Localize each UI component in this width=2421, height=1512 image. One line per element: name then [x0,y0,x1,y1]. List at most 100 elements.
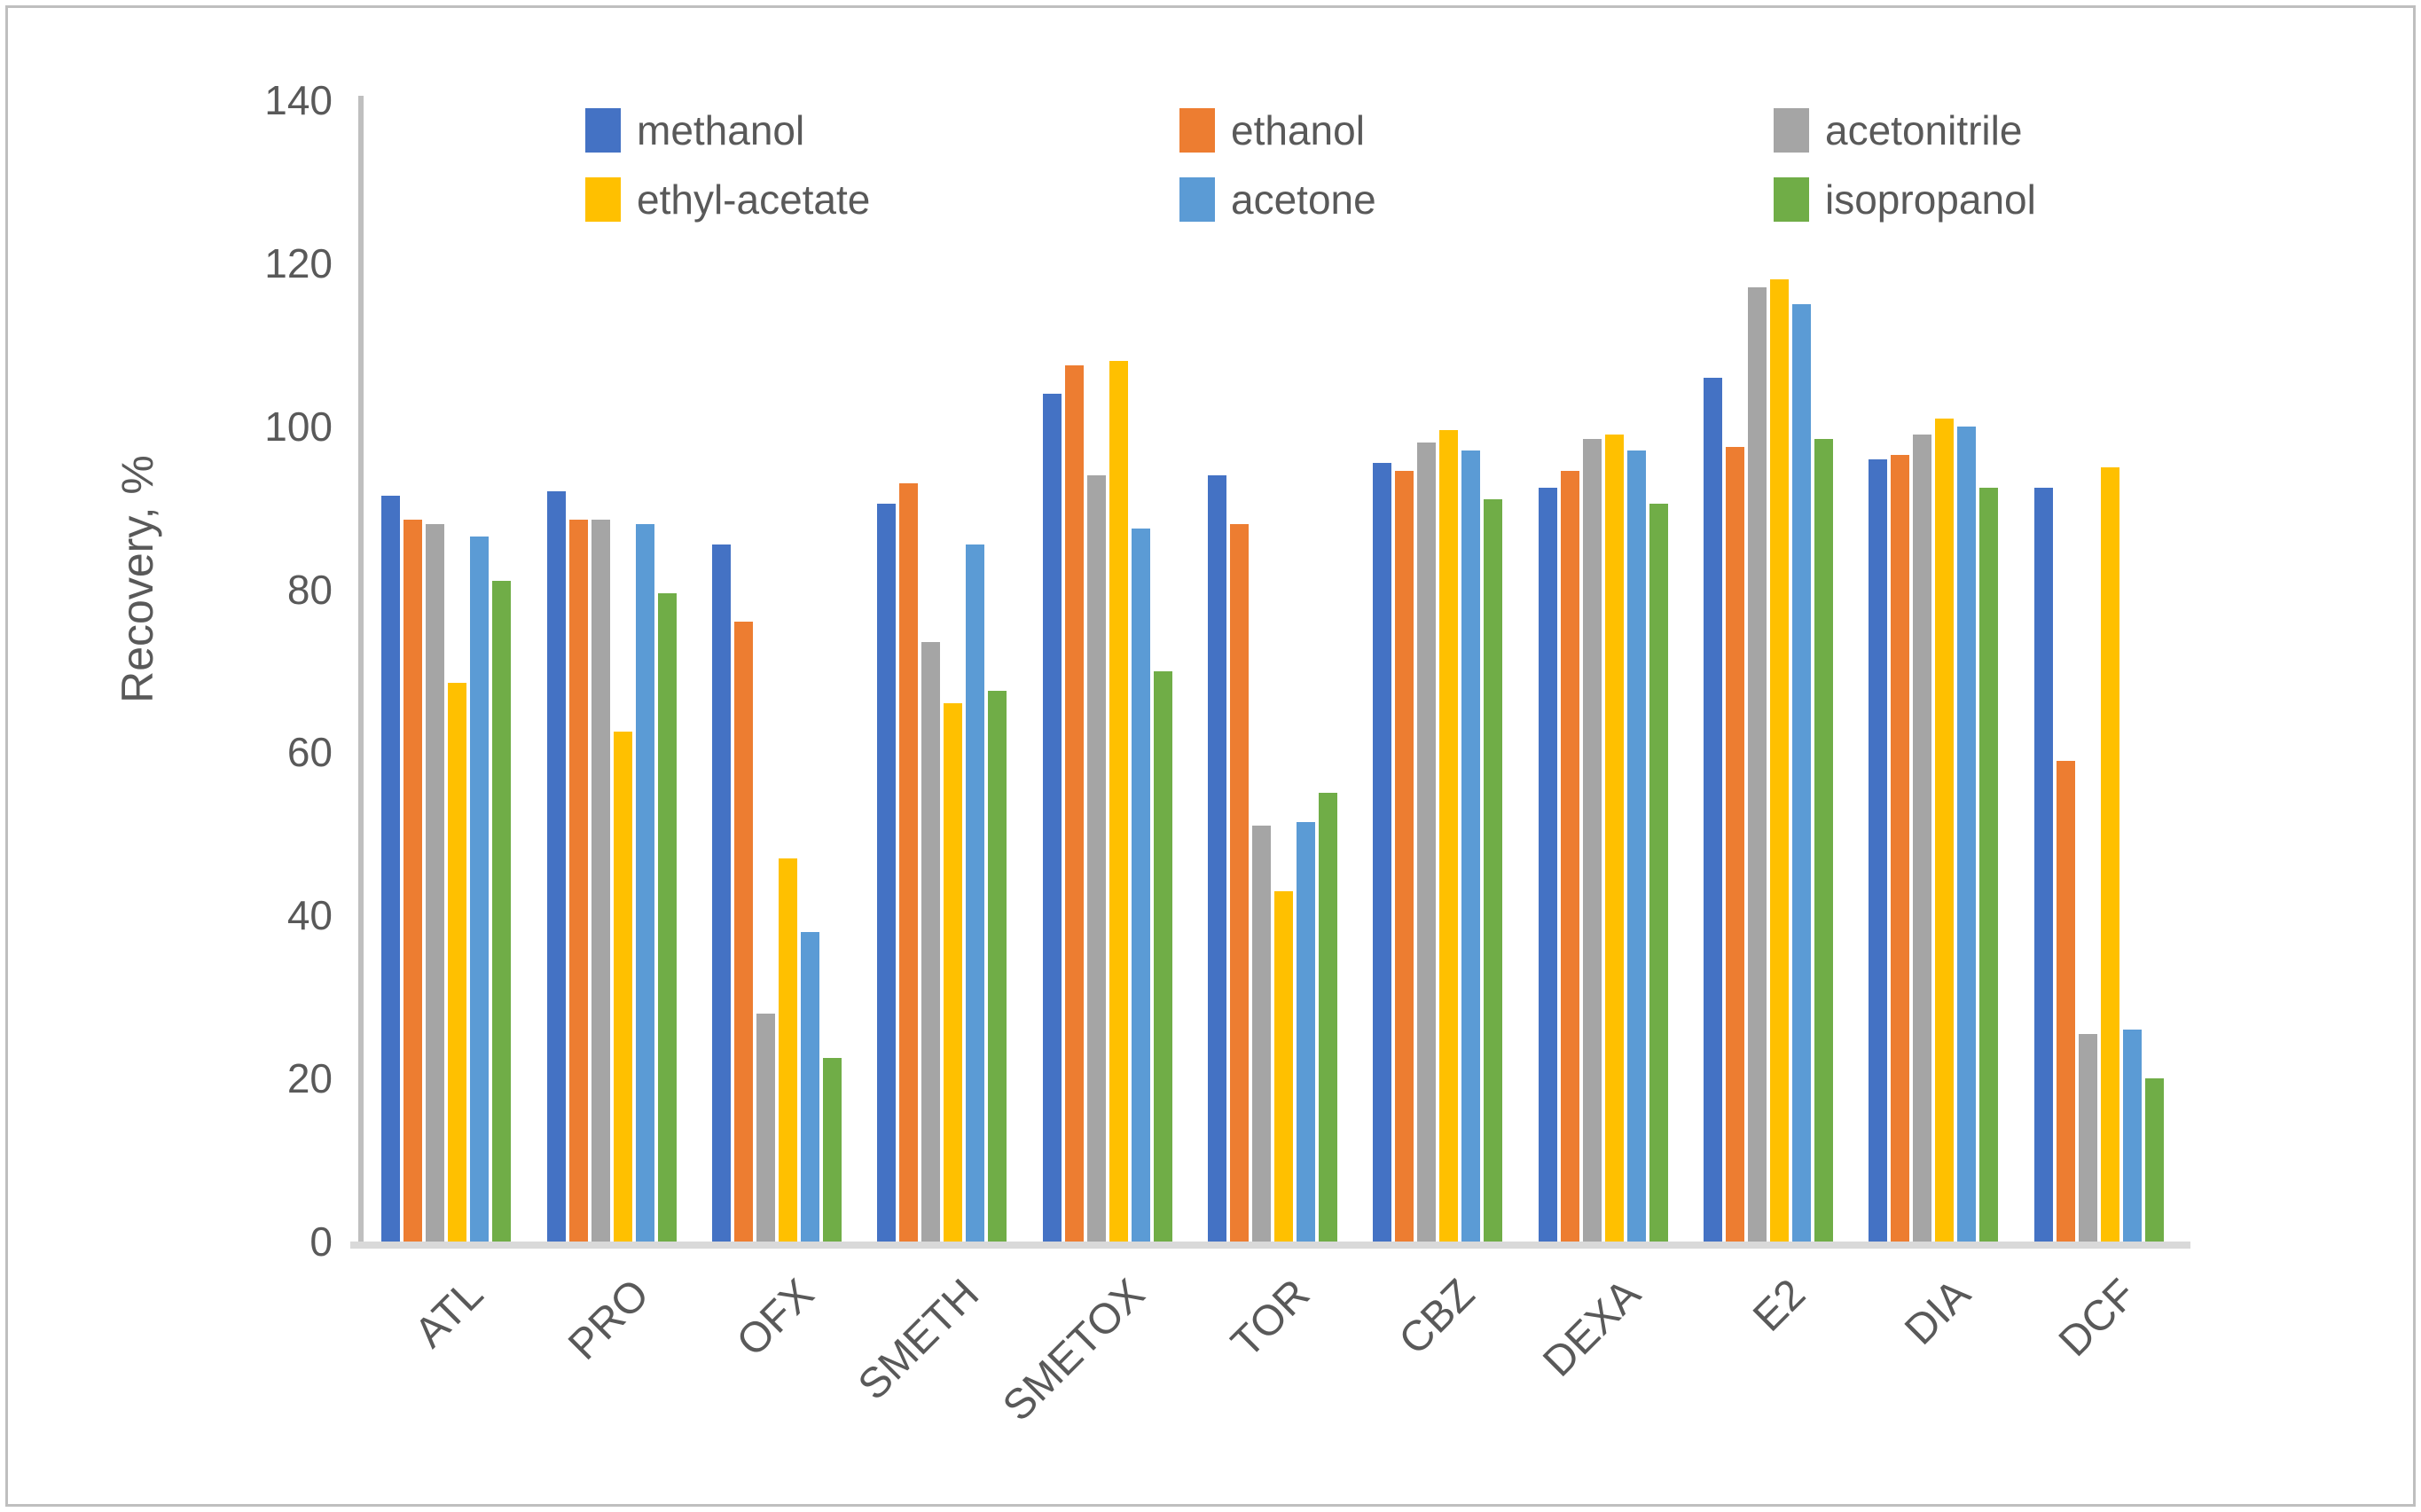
bar-ethyl-acetate-DCF [2100,466,2119,1242]
x-label-OFX: OFX [727,1270,824,1366]
legend-label-acetonitrile: acetonitrile [1825,107,2023,153]
bar-group-DEXA [1521,100,1686,1242]
bar-isopropanol-SMETH [988,691,1007,1242]
bar-ethanol-SMETOX [1064,364,1084,1242]
bar-ethanol-DCF [2056,760,2075,1242]
bar-acetone-E2 [1792,303,1812,1242]
bar-isopropanol-ATL [492,581,512,1242]
bar-group-DCF [2017,100,2182,1242]
bar-acetonitrile-ATL [426,524,445,1242]
bar-isopropanol-PRO [657,593,677,1242]
bar-group-E2 [1686,100,1851,1242]
bar-methanol-ATL [381,495,401,1242]
y-tick-label-40: 40 [286,892,333,939]
bar-acetonitrile-TOR [1251,826,1271,1242]
bar-methanol-OFX [711,544,731,1242]
bar-acetone-SMETH [966,544,985,1242]
legend-label-ethanol: ethanol [1231,107,1365,153]
bar-methanol-TOR [1207,474,1226,1242]
legend-swatch-isopropanol [1774,177,1809,222]
y-tick-label-120: 120 [264,239,333,286]
bar-isopropanol-CBZ [1484,499,1503,1242]
bar-acetonitrile-DCF [2078,1033,2097,1242]
legend-swatch-acetone [1179,177,1215,222]
bar-group-ATL [364,100,529,1242]
bar-group-DIA [1851,100,2016,1242]
bar-acetone-OFX [800,931,819,1242]
bar-acetonitrile-OFX [756,1013,775,1242]
bar-acetonitrile-DEXA [1582,438,1602,1242]
x-label-SMETH: SMETH [850,1270,989,1409]
bar-ethyl-acetate-PRO [613,732,632,1242]
x-label-SMETOX: SMETOX [993,1270,1154,1430]
bar-ethanol-E2 [1726,446,1745,1242]
y-tick-label-80: 80 [286,566,333,613]
bar-acetonitrile-SMETH [921,642,941,1242]
x-label-TOR: TOR [1222,1270,1320,1367]
x-label-PRO: PRO [559,1270,658,1369]
bar-acetonitrile-CBZ [1417,443,1437,1242]
bar-group-SMETOX [1024,100,1189,1242]
bar-group-TOR [1190,100,1355,1242]
legend-label-ethyl-acetate: ethyl-acetate [637,176,871,223]
bar-acetonitrile-DIA [1913,434,1932,1242]
bar-acetone-ATL [470,536,490,1242]
bar-methanol-PRO [546,491,566,1242]
bar-ethyl-acetate-SMETH [944,703,963,1242]
bar-methanol-DIA [1869,458,1888,1242]
x-axis-line [350,1242,2190,1249]
legend-label-methanol: methanol [637,107,805,153]
legend-item-ethanol: ethanol [1179,108,1365,153]
bar-group-OFX [694,100,859,1242]
bar-isopropanol-OFX [822,1058,842,1242]
bar-ethanol-TOR [1229,524,1249,1242]
bar-acetone-DEXA [1626,450,1646,1242]
legend-item-isopropanol: isopropanol [1774,177,2036,222]
y-tick-label-100: 100 [264,403,333,450]
bar-acetone-CBZ [1461,450,1481,1242]
bar-isopropanol-DCF [2144,1078,2164,1242]
bar-group-SMETH [859,100,1024,1242]
bar-methanol-SMETH [877,504,897,1242]
bar-isopropanol-DEXA [1649,504,1668,1242]
y-tick-label-20: 20 [286,1055,333,1102]
bar-ethyl-acetate-OFX [778,858,797,1242]
bar-acetone-PRO [635,524,654,1242]
bar-acetone-SMETOX [1131,528,1150,1242]
legend-swatch-methanol [585,108,621,153]
bar-ethanol-CBZ [1395,471,1414,1242]
bar-acetone-DCF [2122,1030,2142,1242]
bar-methanol-DCF [2033,487,2053,1242]
y-tick-label-0: 0 [309,1218,333,1265]
legend-swatch-ethanol [1179,108,1215,153]
x-label-DCF: DCF [2049,1270,2145,1366]
legend-item-acetone: acetone [1179,177,1376,222]
bar-ethanol-ATL [404,520,423,1242]
bar-ethyl-acetate-SMETOX [1109,361,1128,1242]
bar-ethyl-acetate-CBZ [1439,430,1459,1242]
bar-ethyl-acetate-E2 [1770,279,1790,1242]
bar-ethanol-DIA [1891,454,1910,1242]
bar-acetone-DIA [1957,426,1977,1242]
bar-ethanol-DEXA [1560,471,1579,1242]
x-label-CBZ: CBZ [1391,1270,1485,1365]
legend-swatch-acetonitrile [1774,108,1809,153]
x-label-DEXA: DEXA [1533,1270,1649,1386]
y-axis-title: Recovery, % [113,455,162,703]
x-label-ATL: ATL [406,1270,493,1357]
x-label-E2: E2 [1744,1270,1815,1341]
bar-acetonitrile-PRO [591,520,610,1242]
legend-label-acetone: acetone [1231,176,1376,223]
y-tick-label-140: 140 [264,77,333,123]
bar-isopropanol-E2 [1814,438,1834,1242]
bar-group-PRO [529,100,693,1242]
y-axis-line [358,96,364,1248]
bar-isopropanol-DIA [1979,487,1999,1242]
bar-methanol-SMETOX [1042,393,1062,1242]
bar-ethanol-OFX [733,622,753,1242]
bar-methanol-CBZ [1373,463,1392,1242]
bar-group-CBZ [1355,100,1520,1242]
legend-item-ethyl-acetate: ethyl-acetate [585,177,870,222]
x-label-DIA: DIA [1896,1270,1980,1354]
